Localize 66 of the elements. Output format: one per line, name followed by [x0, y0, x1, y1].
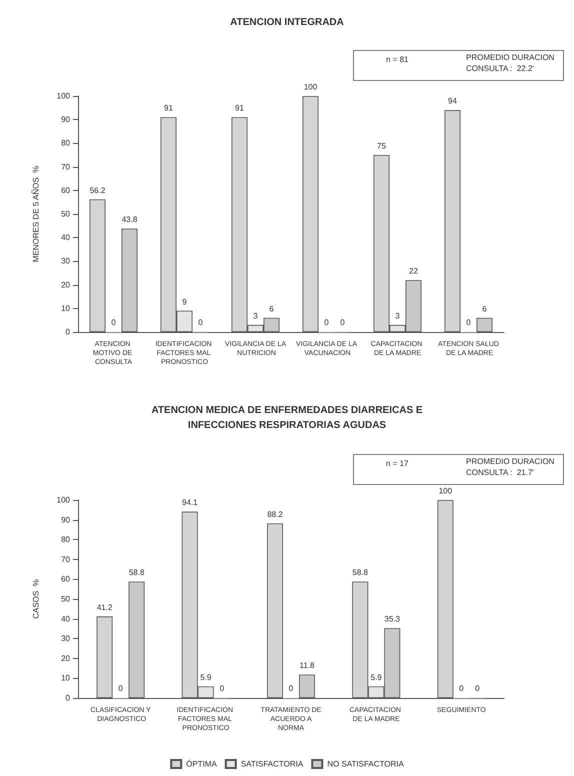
y-tick-label: 30 — [61, 634, 71, 644]
data-label: 100 — [438, 486, 453, 496]
data-label: 94.1 — [182, 498, 198, 508]
data-label: 0 — [118, 684, 124, 694]
data-label: 0 — [324, 318, 330, 328]
data-label: 22 — [409, 266, 418, 276]
data-label: 0 — [475, 684, 480, 694]
data-label: 100 — [304, 82, 318, 92]
y-tick-label: 0 — [66, 328, 71, 336]
text: PROMEDIO DURACION CONSULTA : 21.7' — [466, 457, 555, 477]
y-tick-label: 10 — [61, 304, 71, 313]
y-tick-label: 80 — [61, 138, 71, 148]
data-label: 11.8 — [300, 661, 316, 670]
data-label: 75 — [377, 142, 386, 150]
data-label: 91 — [164, 104, 174, 113]
data-label: 56.2 — [90, 186, 106, 195]
data-label: 0 — [459, 684, 464, 694]
data-label: 0 — [288, 684, 294, 694]
y-tick-label: 60 — [61, 186, 71, 195]
data-label: 9 — [182, 297, 188, 306]
y-tick-label: 10 — [61, 674, 71, 683]
y-tick-label: 80 — [61, 535, 71, 544]
y-tick-label: 90 — [61, 115, 71, 124]
y-tick-label: 50 — [61, 210, 71, 218]
data-label: 43.8 — [122, 215, 138, 224]
chart-title: ATENCION MEDICA DE ENFERMEDADES DIARREICAS E INFECCIONES RESPIRATORIAS AGUDAS — [151, 405, 423, 431]
legend-label: SATISFACTORIA — [240, 760, 304, 768]
y-tick-label: 100 — [56, 496, 71, 504]
y-tick-label: 40 — [61, 233, 71, 242]
data-label: 6 — [269, 304, 274, 314]
y-tick-label: 90 — [61, 515, 71, 524]
data-label: 0 — [466, 318, 472, 328]
y-axis-title: CASOS % — [32, 579, 40, 619]
y-tick-label: 100 — [56, 92, 71, 100]
legend-label: ÓPTIMA — [186, 760, 218, 768]
data-label: 58.8 — [352, 568, 369, 578]
y-tick-label: 70 — [61, 554, 71, 564]
data-label: 88.2 — [267, 510, 284, 519]
data-label: 35.3 — [384, 614, 401, 624]
data-label: 58.8 — [128, 568, 145, 578]
y-axis-title: MENORES DE 5 AÑOS % — [30, 166, 40, 262]
data-label: 6 — [482, 304, 488, 314]
data-label: 3 — [395, 311, 400, 320]
y-tick-label: 60 — [61, 574, 71, 584]
y-tick-label: 20 — [61, 654, 71, 663]
chart-title: ATENCION INTEGRADA — [230, 17, 344, 28]
legend-label: NO SATISFACTORIA — [327, 760, 404, 768]
text: PROMEDIO DURACION CONSULTA : 22.2' — [466, 53, 555, 73]
data-label: 91 — [235, 104, 244, 113]
data-label: 0 — [111, 318, 116, 328]
y-tick-label: 50 — [61, 594, 71, 604]
data-label: 0 — [340, 318, 346, 328]
data-label: 94 — [448, 96, 458, 106]
text: n = 81 — [386, 55, 410, 64]
data-label: 41.2 — [96, 602, 113, 612]
text: n = 17 — [386, 459, 410, 468]
data-label: 0 — [198, 318, 204, 328]
data-label: 5.9 — [370, 672, 382, 682]
y-tick-label: 20 — [61, 280, 71, 290]
y-tick-label: 0 — [66, 694, 71, 702]
y-tick-label: 70 — [61, 162, 71, 172]
data-label: 5.9 — [200, 672, 212, 682]
data-label: 3 — [253, 311, 258, 320]
y-tick-label: 40 — [61, 614, 71, 624]
data-label: 0 — [220, 684, 225, 694]
y-tick-label: 30 — [61, 256, 71, 266]
